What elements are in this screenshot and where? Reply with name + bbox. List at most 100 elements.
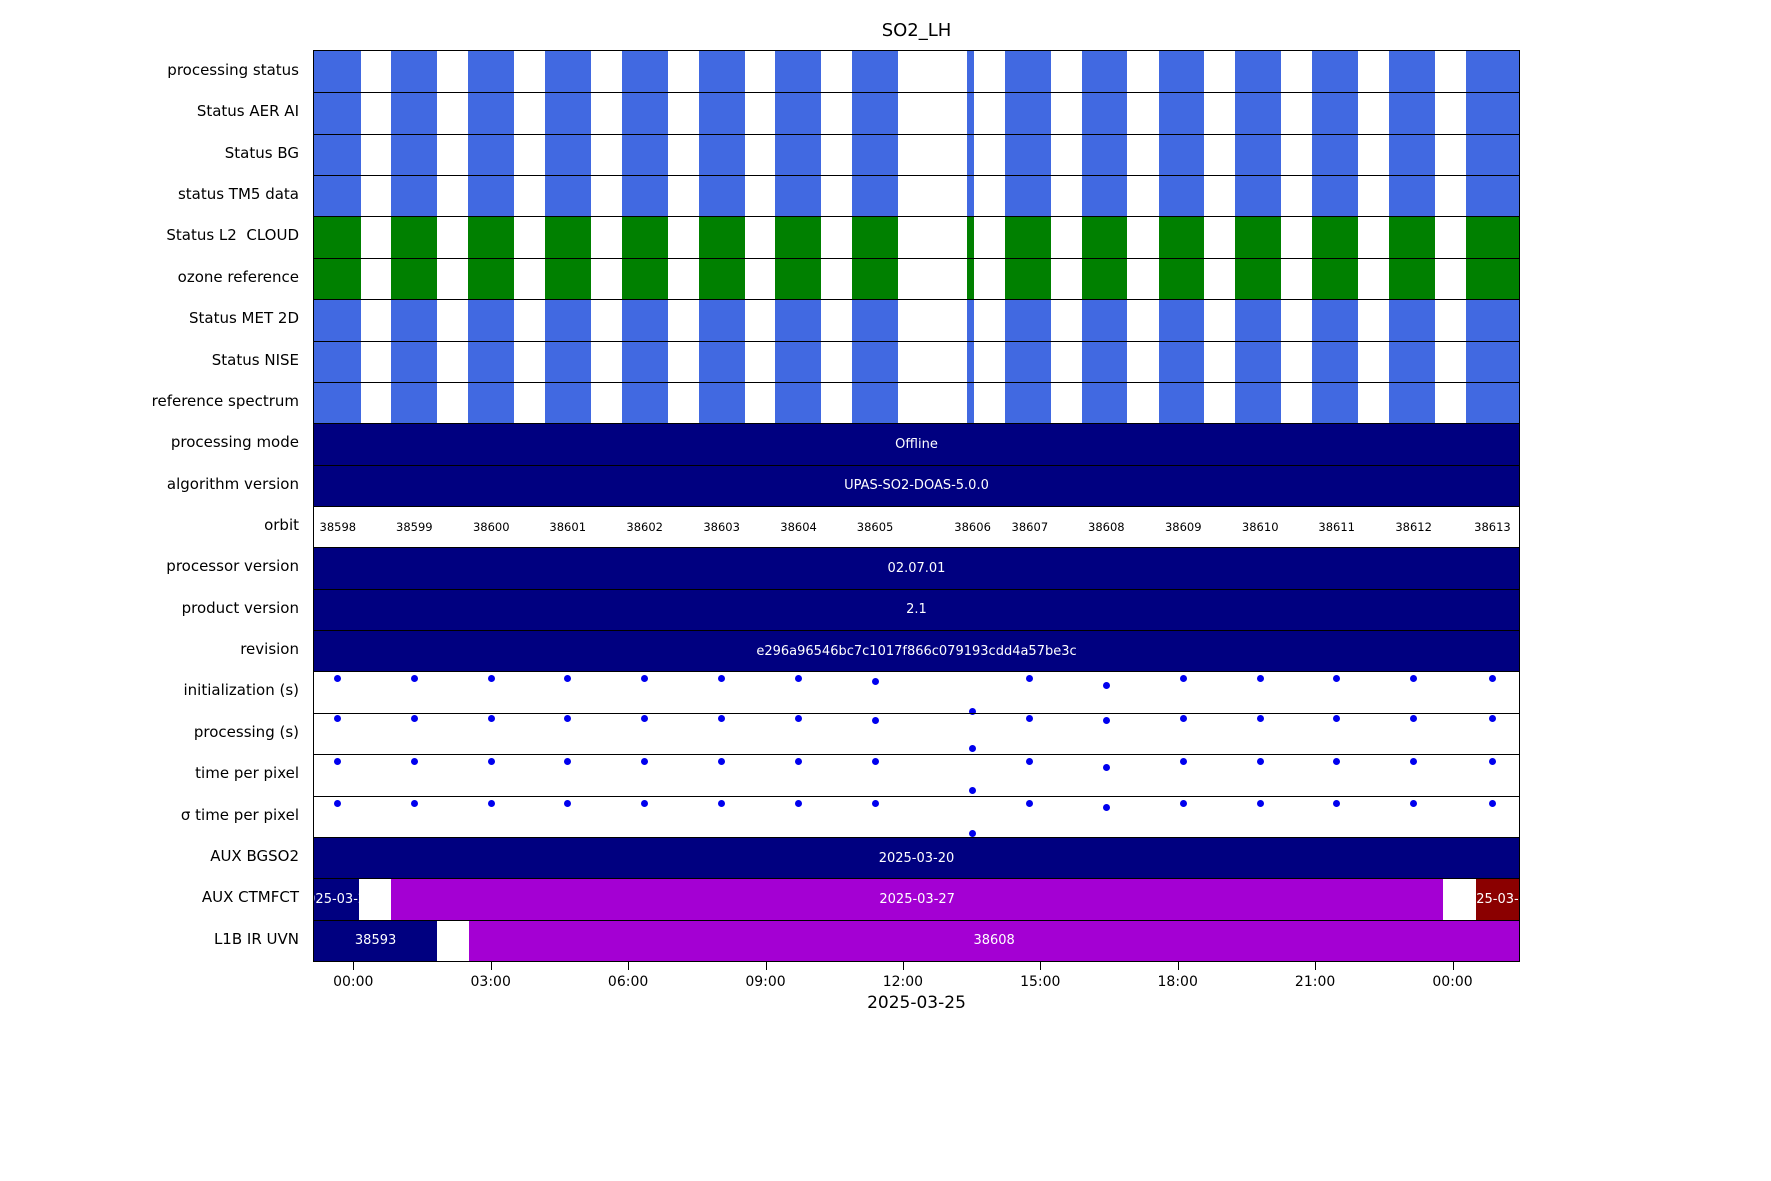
status-block [1235,217,1282,258]
scatter-dot [871,716,879,724]
scatter-dot [1102,682,1110,690]
row-segments: 02.07.01 [314,547,1519,589]
status-block [698,217,745,258]
status-block [1235,382,1282,424]
orbit-number: 38602 [626,520,663,535]
scatter-dot [487,800,495,808]
status-block [1158,217,1205,258]
row-label: product version [181,598,299,617]
orbit-number: 38611 [1318,520,1355,535]
orbit-number: 38604 [780,520,817,535]
status-block [1004,134,1051,176]
status-block [1235,176,1282,217]
x-tick-label: 06:00 [607,974,649,990]
status-block [1235,300,1282,341]
orbit-number: 38603 [703,520,740,535]
x-tick [353,962,355,970]
scatter-dot [1333,675,1341,683]
bar-segment: 025-03-2 [1475,879,1519,920]
row-scatter [314,671,1519,716]
row-orbit-blocks [314,92,1519,134]
status-block [1388,258,1435,300]
status-block [544,341,591,382]
status-block [775,51,822,93]
status-block [967,51,974,93]
status-block [467,217,515,258]
status-block [544,258,591,300]
status-block [1465,93,1519,134]
scatter-dot [334,675,342,683]
status-block [1465,217,1519,258]
status-block [314,258,362,300]
status-block [1158,93,1205,134]
orbit-number: 38598 [319,520,357,535]
status-block [544,51,591,93]
status-block [698,341,745,382]
row-orbit-blocks [314,175,1519,217]
status-block [314,134,362,176]
status-block [1465,134,1519,176]
status-block [544,176,591,217]
row-segments: 38593 38608 [314,919,1519,961]
scatter-dot [969,745,977,753]
status-block [1081,300,1128,341]
scatter-dot [795,757,803,765]
status-block [967,176,974,217]
status-block [967,217,974,258]
scatter-dot [410,800,418,808]
scatter-dot [334,800,342,808]
bar-segment-label: 38593 [354,933,397,949]
status-block [1081,341,1128,382]
status-block [1158,51,1205,93]
scatter-dot [1333,800,1341,808]
status-block [621,176,668,217]
scatter-dot [334,715,342,723]
status-block [467,93,515,134]
bar-segment-label: 38608 [973,933,1015,949]
scatter-dot [1026,800,1034,808]
status-block [967,300,974,341]
status-block [775,217,822,258]
status-block [852,51,898,93]
bar-segment: e296a96546bc7c1017f866c079193cdd4a57be3c [314,631,1519,672]
row-orbit-labels: 38598 38599 38600 38601 38602 38603 38604 38605… [314,506,1519,547]
status-block [1081,217,1128,258]
scatter-dot [1256,715,1264,723]
status-block [1004,217,1051,258]
status-block [852,258,898,300]
scatter-dot [1026,675,1034,683]
row-label: orbit [264,516,299,534]
scatter-dot [1179,757,1187,765]
status-block [1004,341,1051,382]
status-block [1465,300,1519,341]
row-orbit-blocks [314,133,1519,176]
status-block [1388,300,1435,341]
orbit-number: 38608 [1088,520,1125,535]
scatter-dot [1410,800,1418,808]
status-block [1081,93,1128,134]
scatter-dot [487,715,495,723]
status-block [1158,176,1205,217]
scatter-dot [871,757,879,765]
plot-area: Offline UPAS-SO2-DOAS-5.0.0 38598 38599 3860… [313,50,1520,962]
bar-segment: 025-03-2 [314,879,360,920]
bar-segment-label: 2025-03-20 [878,850,955,866]
bar-segment-label: 2025-03-27 [879,891,955,907]
status-block [391,258,438,300]
scatter-dot [1179,800,1187,808]
row-labels-column: processing status Status AER AI Status BG s… [0,50,306,962]
status-block [544,93,591,134]
status-block [852,134,898,176]
status-block [852,300,898,341]
scatter-dot [564,715,572,723]
status-block [1235,134,1282,176]
status-block [467,341,515,382]
row-orbit-blocks [314,381,1519,424]
status-block [1311,176,1359,217]
scatter-dot [1026,757,1034,765]
row-label: AUX CTMFCT [201,888,299,907]
scatter-dot [871,678,879,686]
status-block [314,382,362,424]
status-block [621,217,668,258]
